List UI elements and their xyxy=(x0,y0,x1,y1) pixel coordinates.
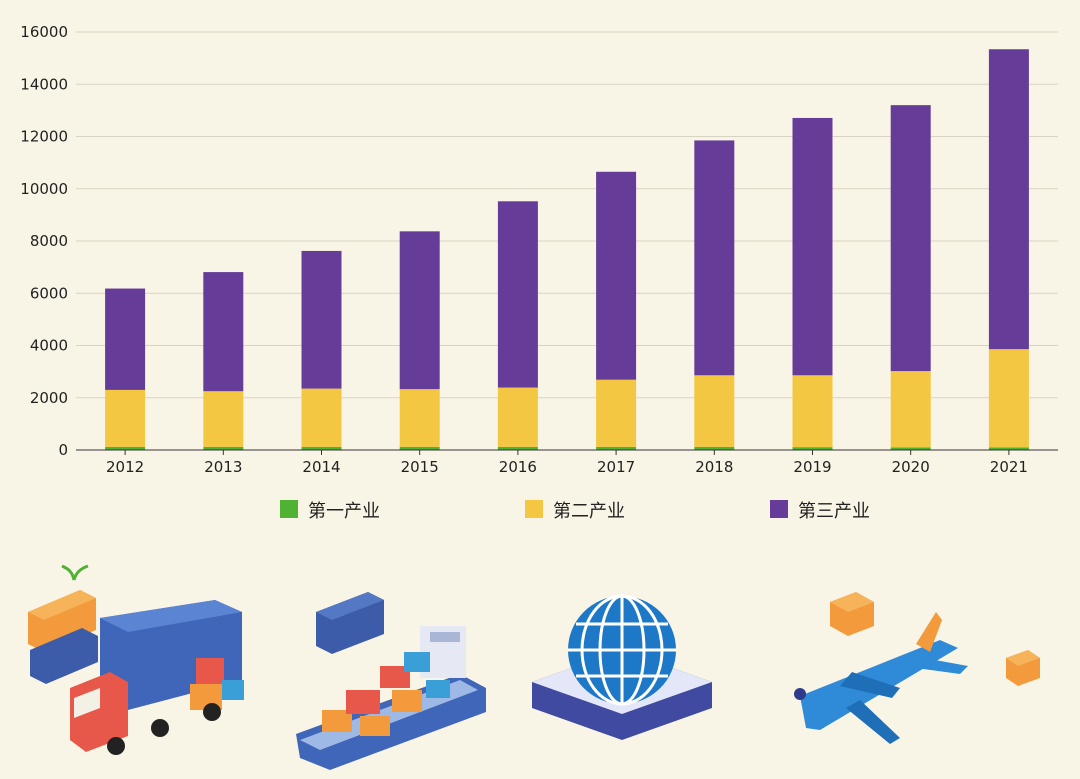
bar-segment-第一产业-2019 xyxy=(792,447,833,450)
bar-segment-第三产业-2017 xyxy=(596,171,637,380)
bar-segment-第二产业-2017 xyxy=(596,379,637,447)
x-tick-label: 2021 xyxy=(990,458,1028,476)
y-tick-label: 12000 xyxy=(20,128,68,146)
cargo-ship-icon xyxy=(296,592,486,770)
bar-segment-第三产业-2019 xyxy=(792,117,833,376)
bar-segment-第一产业-2020 xyxy=(890,447,931,450)
x-tick-label: 2015 xyxy=(401,458,439,476)
bars xyxy=(105,49,1029,450)
bar-segment-第二产业-2012 xyxy=(105,389,146,447)
stacked-bar-chart: 0 2000 4000 6000 8000 10000 12000 14000 16000 20… xyxy=(20,23,1058,522)
y-tick-label: 16000 xyxy=(20,23,68,41)
legend-label: 第三产业 xyxy=(798,501,870,522)
bar-segment-第三产业-2021 xyxy=(988,49,1029,350)
bar-segment-第三产业-2014 xyxy=(301,250,342,389)
y-tick-label: 2000 xyxy=(30,389,68,407)
x-tick-label: 2014 xyxy=(302,458,340,476)
legend-swatch xyxy=(770,500,788,518)
y-tick-label: 4000 xyxy=(30,337,68,355)
bar-segment-第二产业-2013 xyxy=(203,391,244,447)
bar-segment-第二产业-2016 xyxy=(497,387,538,447)
bar-segment-第二产业-2021 xyxy=(988,349,1029,448)
x-tick-label: 2019 xyxy=(793,458,831,476)
y-tick-label: 10000 xyxy=(20,180,68,198)
legend-label: 第二产业 xyxy=(553,501,625,522)
bar-segment-第三产业-2016 xyxy=(497,201,538,388)
y-tick-label: 8000 xyxy=(30,232,68,250)
bar-segment-第三产业-2013 xyxy=(203,272,244,392)
x-tick-label: 2018 xyxy=(695,458,733,476)
bar-segment-第一产业-2021 xyxy=(988,447,1029,450)
y-tick-label: 0 xyxy=(58,441,68,459)
x-tick-label: 2017 xyxy=(597,458,635,476)
bar-segment-第一产业-2018 xyxy=(694,446,735,450)
legend-swatch xyxy=(280,500,298,518)
x-tick-label: 2013 xyxy=(204,458,242,476)
bar-segment-第一产业-2016 xyxy=(497,446,538,450)
bar-segment-第一产业-2015 xyxy=(399,446,440,450)
airplane-icon xyxy=(794,592,1040,744)
bar-segment-第三产业-2018 xyxy=(694,140,735,376)
x-tick-label: 2012 xyxy=(106,458,144,476)
bar-segment-第三产业-2015 xyxy=(399,231,440,390)
y-tick-label: 6000 xyxy=(30,284,68,302)
legend-label: 第一产业 xyxy=(308,501,380,522)
bar-segment-第二产业-2014 xyxy=(301,388,342,447)
bar-segment-第二产业-2020 xyxy=(890,371,931,448)
bar-segment-第一产业-2014 xyxy=(301,446,342,450)
bar-segment-第一产业-2012 xyxy=(105,446,146,450)
truck-icon xyxy=(28,564,244,755)
x-tick-label: 2016 xyxy=(499,458,537,476)
bar-segment-第二产业-2019 xyxy=(792,375,833,448)
bar-segment-第三产业-2020 xyxy=(890,105,931,372)
y-tick-label: 14000 xyxy=(20,75,68,93)
legend-swatch xyxy=(525,500,543,518)
x-axis-ticks: 2012 2013 2014 2015 2016 2017 2018 2019 2020 2021 xyxy=(106,450,1028,476)
globe-icon xyxy=(532,594,712,740)
y-axis-ticks: 0 2000 4000 6000 8000 10000 12000 14000 16000 xyxy=(20,23,68,459)
bar-segment-第一产业-2013 xyxy=(203,446,244,450)
x-tick-label: 2020 xyxy=(892,458,930,476)
legend: 第一产业 第二产业 第三产业 xyxy=(280,500,870,522)
bar-segment-第二产业-2015 xyxy=(399,389,440,447)
bar-segment-第二产业-2018 xyxy=(694,375,735,447)
illustrations xyxy=(28,564,1040,770)
bar-segment-第三产业-2012 xyxy=(105,288,146,390)
bar-segment-第一产业-2017 xyxy=(596,446,637,450)
